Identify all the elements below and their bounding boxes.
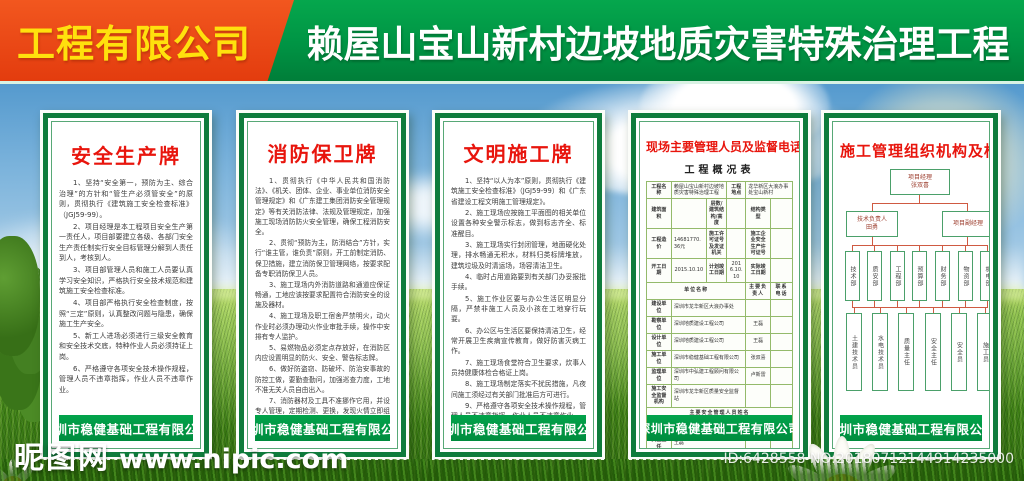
board-title: 现场主要管理人员及监督电话牌 bbox=[646, 140, 800, 154]
foreground-grass bbox=[0, 459, 1024, 481]
watermark-site-name: 昵图网 bbox=[14, 441, 110, 476]
org-box-staff: 土建技术员 bbox=[846, 313, 862, 391]
table-row: 监理单位 深圳市中弘建工程顾问有限公司 卢新雷 bbox=[646, 366, 793, 385]
rule-item: 6、严格遵守各项安全技术操作规程，管理人员不违章指挥，作业人员不违章作业。 bbox=[59, 364, 193, 394]
rule-item: 8、施工现场制定落实不扰民措施，凡夜间施工须经过有关部门批准后方可进行。 bbox=[451, 380, 586, 399]
watermark-nipic: 昵图网 www.nipic.com bbox=[14, 433, 348, 477]
org-box-deputy-manager: 项目副经理 bbox=[942, 211, 989, 237]
org-box-dept: 工程部 bbox=[890, 251, 905, 301]
rule-item: 7、施工现场食堂符合卫生要求，炊事人员持健康体检合格证上岗。 bbox=[451, 358, 586, 377]
table-header-row: 单位名称 主要负责人 联系电话 bbox=[645, 281, 793, 300]
rule-item: 4、项目部严格执行安全检查制度，按照“三定”原则，认真整改问题与隐患，确保施工生… bbox=[59, 298, 193, 329]
rule-item: 2、施工现场应按施工平面图的相关单位设置各种安全警示标志，做到标志齐全、标准醒目… bbox=[451, 208, 586, 238]
rule-item: 2、项目经理是本工程项目安全生产第一责任人，项目部要建立各级、各部门安全生产责任… bbox=[59, 222, 193, 263]
org-box-staff: 质量主任 bbox=[898, 313, 914, 391]
company-footer: 深圳市稳健基础工程有限公司 bbox=[833, 415, 989, 441]
company-footer: 深圳市稳健基础工程有限公司 bbox=[444, 415, 593, 441]
org-box-staff: 安全员 bbox=[951, 313, 967, 391]
project-overview-table: 工程名称 赖屋山宝山新村边坡地质灾害特殊治理工程 工程地点 龙华新区大浪办事处宝… bbox=[645, 181, 793, 448]
table-row: 工程造价 14681770.36元 施工许可证号及发证机关 施工企业安全生产许可… bbox=[646, 228, 793, 259]
rule-item: 3、施工现场内外消防道路和通道应保证畅通，工地应该按要求配置符合消防安全的设施及… bbox=[255, 280, 390, 310]
rule-item: 6、做好防盗窃、防破坏、防治安事故的防控工做，要勤查勤问，加强巡查力度，工地不准… bbox=[255, 365, 390, 394]
board-civilized-construction: 文明施工牌 1、坚持“以人为本”原则，贯彻执行《建筑施工安全检查标准》（JGJ5… bbox=[432, 110, 605, 460]
company-footer: 深圳市稳健基础工程有限公司 bbox=[640, 415, 799, 441]
company-name: 工程有限公司 bbox=[16, 22, 251, 66]
board-title: 文明施工牌 bbox=[463, 142, 574, 166]
org-box-dept: 财务部 bbox=[935, 251, 950, 301]
rule-item: 1、贯彻执行《中华人民共和国消防法》、《机关、团体、企业、事业单位消防安全管理规… bbox=[255, 177, 390, 236]
rule-item: 2、贯彻“预防为主，防消结合”方针，实行“谁主管，谁负责”原则，开工前制定消防、… bbox=[255, 239, 390, 278]
rule-item: 6、办公区与生活区要保持清洁卫生，经常开展卫生疾病宣传教育，做好防害灭病工作。 bbox=[451, 326, 586, 356]
org-box-dept: 机电部 bbox=[980, 251, 989, 301]
org-box-dept: 预算部 bbox=[912, 251, 927, 301]
org-box-project-manager: 项目经理 张双喜 bbox=[890, 169, 950, 195]
table-row: 工程名称 赖屋山宝山新村边坡地质灾害特殊治理工程 工程地点 龙华新区大浪办事处宝… bbox=[646, 181, 793, 199]
project-title: 赖屋山宝山新村边坡地质灾害特殊治理工程 bbox=[306, 22, 1010, 66]
table-row: 设计单位 深圳地质建设工程公司 王磊 bbox=[646, 332, 793, 351]
top-banner: 工程有限公司 赖屋山宝山新村边坡地质灾害特殊治理工程 bbox=[0, 0, 1024, 84]
org-box-staff: 施工员 bbox=[977, 313, 989, 391]
table-row: 建筑面积 层数/建筑结构/高度 结构类型 bbox=[646, 198, 793, 229]
board-fire-protection: 消防保卫牌 1、贯彻执行《中华人民共和国消防法》、《机关、团体、企业、事业单位消… bbox=[236, 110, 409, 460]
rule-item: 5、易燃物品必须定点存放好，在消防区内应设置明显的防火、安全、警告标志牌。 bbox=[255, 344, 390, 363]
rule-item: 1、坚持“安全第一，预防为主、综合治理”的方针和“管生产必须管安全”的原则，贯彻… bbox=[59, 179, 193, 219]
board-title: 消防保卫牌 bbox=[267, 142, 378, 166]
rule-item: 4、临时占用道路要到有关部门办妥报批手续。 bbox=[451, 272, 586, 292]
rule-item: 5、新工人进场必须进行三级安全教育和安全技术交底，特种作业人员必须持证上岗。 bbox=[59, 331, 193, 361]
rule-item: 1、坚持“以人为本”原则，贯彻执行《建筑施工安全检查标准》（JGJ59-99）和… bbox=[451, 177, 586, 206]
org-box-staff: 安全主任 bbox=[925, 313, 941, 391]
board-title: 安全生产牌 bbox=[71, 144, 181, 168]
table-row: 开工日期 2015.10.10 计划竣工日期 2016.10.10 实际竣工日期 bbox=[646, 258, 793, 283]
board-org-chart: 施工管理组织机构及框图 项目经理 张双喜 技术负责人 田勇 bbox=[821, 110, 1001, 460]
org-box-tech-lead: 技术负责人 田勇 bbox=[846, 211, 898, 237]
rule-item: 4、施工现场及职工宿舍严禁明火，动火作业时必须办理动火作业审批手续，操作中安排有… bbox=[255, 312, 390, 341]
board-title: 施工管理组织机构及框图 bbox=[840, 142, 989, 160]
table-row: 建设单位 深圳市龙华新区大浪办事处 bbox=[646, 298, 793, 317]
watermark-site-url: www.nipic.com bbox=[119, 444, 349, 475]
table-row: 施工安全监督机构 深圳市龙华新区质量安全监督站 bbox=[646, 383, 793, 408]
rule-item: 3、施工现场实行封闭管理，地面硬化处理，排水畅通无积水，材料归类标牌堆放，建筑垃… bbox=[451, 240, 586, 270]
org-box-dept: 物资部 bbox=[958, 251, 973, 301]
rule-item: 5、施工作业区要与办公生活区明显分隔，严禁非施工人员及小孩在工地穿行玩耍。 bbox=[451, 294, 586, 324]
table-row: 勘察单位 深圳地质建设工程公司 王磊 bbox=[646, 315, 793, 334]
background-scene: 安全生产牌 1、坚持“安全第一，预防为主、综合治理”的方针和“管生产必须管安全”… bbox=[0, 34, 1024, 481]
company-banner-segment: 工程有限公司 bbox=[0, 0, 294, 81]
company-footer: 深圳市稳健基础工程有限公司 bbox=[248, 415, 397, 441]
board-personnel-phone: 现场主要管理人员及监督电话牌 工程概况表 工程名称 赖屋山宝山新村边坡地质灾害特… bbox=[628, 110, 811, 460]
table-title: 工程概况表 bbox=[684, 165, 755, 176]
bush bbox=[0, 236, 40, 356]
board-safety-production: 安全生产牌 1、坚持“安全第一，预防为主、综合治理”的方针和“管生产必须管安全”… bbox=[40, 110, 212, 460]
company-footer: 深圳市稳健基础工程有限公司 bbox=[52, 415, 200, 441]
rule-item: 3、项目部管理人员和施工人员要认真学习安全知识，严格执行安全技术规范和建筑施工安… bbox=[59, 266, 193, 296]
org-chart: 项目经理 张双喜 技术负责人 田勇 项目副经理 bbox=[840, 167, 989, 413]
org-box-staff: 水电技术员 bbox=[872, 313, 888, 391]
watermark-id: ID:6428558 NO:20180712144914235000 bbox=[723, 451, 1014, 467]
org-box-dept: 质安部 bbox=[867, 251, 882, 301]
table-row: 施工单位 深圳市稳健基础工程有限公司 张双喜 bbox=[646, 349, 793, 368]
org-box-dept: 技术部 bbox=[845, 251, 860, 301]
